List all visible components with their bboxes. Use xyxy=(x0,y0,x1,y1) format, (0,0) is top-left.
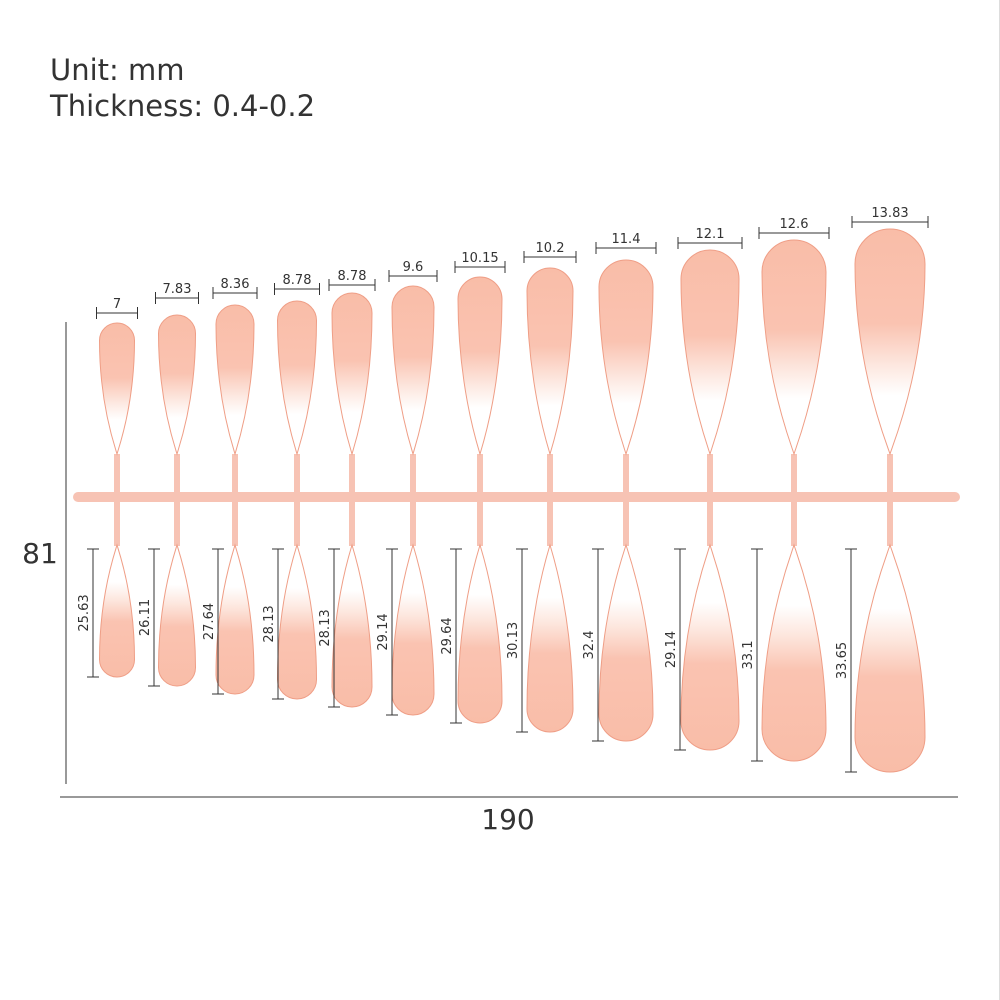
total-height-label: 81 xyxy=(22,537,58,570)
nail-length-label: 29.14 xyxy=(664,631,679,668)
lower-nail xyxy=(598,543,654,742)
upper-nail xyxy=(598,259,654,456)
lower-nail xyxy=(680,543,740,751)
lower-nail xyxy=(391,543,435,716)
lower-nail xyxy=(526,543,574,733)
nail-length-label: 26.11 xyxy=(138,599,153,636)
lower-nail xyxy=(761,543,827,762)
nail-width-label: 8.78 xyxy=(283,273,312,288)
nail-width-label: 11.4 xyxy=(612,232,641,247)
lower-nail xyxy=(157,543,197,687)
thickness-label: Thickness: 0.4-0.2 xyxy=(50,89,316,123)
nail-width-label: 10.2 xyxy=(536,241,565,256)
nails-layer: 7 25.63 7.83 26.11 8.36 27.64 8.78 28.13 8.78 28.… xyxy=(77,206,929,773)
nail-length-label: 30.13 xyxy=(506,622,521,659)
nail-length-label: 29.14 xyxy=(376,613,391,650)
nail-width-label: 13.83 xyxy=(871,206,908,221)
header: Unit: mm Thickness: 0.4-0.2 xyxy=(50,52,315,124)
lower-nail xyxy=(854,543,926,773)
upper-nail xyxy=(761,239,827,456)
lower-nail xyxy=(331,543,373,708)
upper-nail xyxy=(854,228,926,456)
upper-nail xyxy=(680,249,740,456)
nail-width-label: 12.6 xyxy=(780,217,809,232)
lower-nail xyxy=(276,543,318,700)
lower-nail xyxy=(215,543,255,695)
nail-width-label: 10.15 xyxy=(461,251,498,266)
nail-length-label: 29.64 xyxy=(440,617,455,654)
nail-width-label: 7.83 xyxy=(163,282,192,297)
nail-width-label: 9.6 xyxy=(403,260,424,275)
upper-nail xyxy=(526,267,574,456)
nail-width-label: 8.78 xyxy=(338,269,367,284)
nail-length-label: 33.1 xyxy=(741,641,756,670)
upper-nail xyxy=(391,285,435,456)
upper-nail xyxy=(457,276,503,456)
nail-width-label: 12.1 xyxy=(696,227,725,242)
upper-nail xyxy=(157,314,197,456)
nail-length-label: 25.63 xyxy=(77,594,92,631)
nail-width-label: 8.36 xyxy=(221,277,250,292)
lower-nail xyxy=(457,543,503,724)
total-width-label: 190 xyxy=(481,803,534,836)
upper-nail xyxy=(215,304,255,456)
nail-length-label: 28.13 xyxy=(262,605,277,642)
nail-length-label: 32.4 xyxy=(582,631,597,660)
nail-length-label: 33.65 xyxy=(835,642,850,679)
nail-length-label: 27.64 xyxy=(202,603,217,640)
upper-nail xyxy=(276,300,318,456)
unit-label: Unit: mm xyxy=(50,53,185,87)
upper-nail xyxy=(331,292,373,456)
lower-nail xyxy=(98,543,136,678)
nail-width-label: 7 xyxy=(113,297,121,312)
nail-length-label: 28.13 xyxy=(318,609,333,646)
upper-nail xyxy=(98,322,136,456)
